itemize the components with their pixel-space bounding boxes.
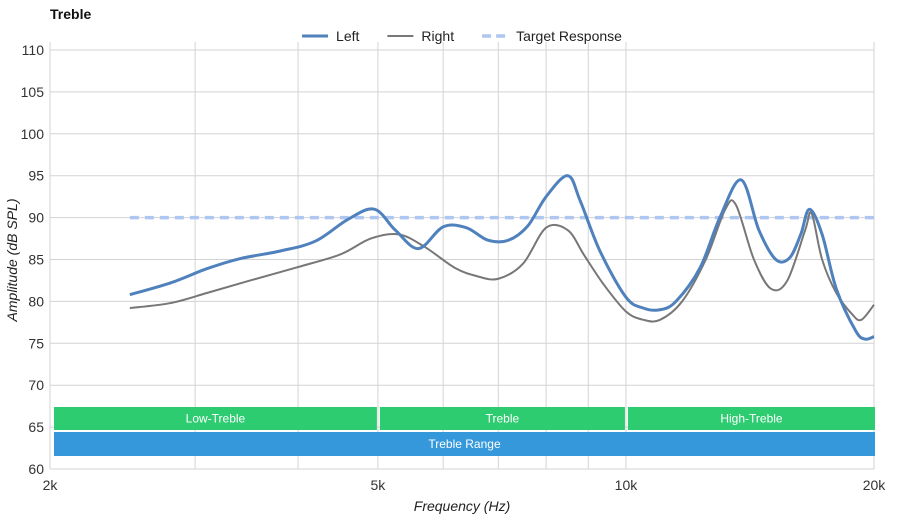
y-tick-label: 60 <box>28 461 44 477</box>
y-tick-label: 70 <box>28 377 44 393</box>
chart-title: Treble <box>50 6 91 22</box>
x-tick-label: 10k <box>615 477 639 493</box>
band-treble <box>379 407 625 430</box>
band-label: High-Treble <box>720 412 783 426</box>
legend-label: Target Response <box>516 28 622 44</box>
series-lines <box>129 174 875 341</box>
y-tick-label: 90 <box>28 210 44 226</box>
band-high-treble <box>627 407 875 430</box>
legend-label: Right <box>421 28 454 44</box>
x-tick-label: 5k <box>371 477 387 493</box>
y-tick-label: 85 <box>28 252 44 268</box>
band-label: Treble <box>486 412 520 426</box>
y-tick-label: 110 <box>22 42 45 58</box>
x-tick-label: 20k <box>863 477 887 493</box>
x-tick-label: 2k <box>43 477 59 493</box>
y-tick-label: 100 <box>21 126 45 142</box>
series-right <box>129 199 875 323</box>
band-treble-range <box>54 432 875 456</box>
series-left <box>129 174 875 341</box>
y-tick-label: 65 <box>28 419 44 435</box>
y-axis-label: Amplitude (dB SPL) <box>4 199 20 323</box>
y-tick-label: 95 <box>28 168 44 184</box>
band-low-treble <box>54 407 377 430</box>
y-tick-label: 105 <box>21 84 45 100</box>
axis-ticks: 60 65 70 75 80 85 90 95 100 105 110 2k 5k 10k 20k <box>21 42 887 493</box>
frequency-bands: Low-Treble Treble High-Treble Treble Range <box>54 407 875 456</box>
band-label: Treble Range <box>428 437 501 451</box>
y-tick-label: 75 <box>28 335 44 351</box>
legend-label: Left <box>336 28 359 44</box>
y-tick-label: 80 <box>28 293 44 309</box>
grid <box>49 42 875 470</box>
x-axis-label: Frequency (Hz) <box>414 498 510 514</box>
band-label: Low-Treble <box>186 412 246 426</box>
legend: Left Right Target Response <box>302 28 622 44</box>
